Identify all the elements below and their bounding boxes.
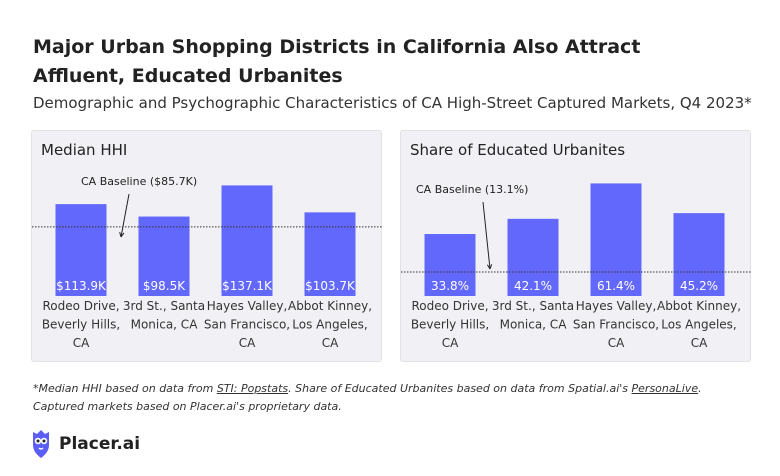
category-label: CA: [691, 336, 708, 350]
chart-title: Major Urban Shopping Districts in Califo…: [33, 36, 641, 87]
category-label: Beverly Hills,: [411, 318, 489, 332]
footnote-text: *Median HHI based on data from: [33, 382, 217, 395]
owl-logo-icon: [33, 430, 49, 458]
brand-name: Placer.ai: [59, 434, 141, 454]
category-label: Los Angeles,: [292, 318, 367, 332]
category-label: 3rd St., Santa: [492, 299, 574, 313]
bar: [424, 234, 476, 296]
category-label: Hayes Valley,: [576, 299, 657, 313]
category-label: Rodeo Drive,: [411, 299, 488, 313]
chart-subtitle: Demographic and Psychographic Characteri…: [33, 94, 752, 112]
bar-value-label: $113.9K: [56, 279, 107, 293]
category-label: 3rd St., Santa: [123, 299, 205, 313]
category-label: San Francisco,: [204, 318, 290, 332]
category-label: CA: [608, 336, 625, 350]
bar: [673, 213, 725, 296]
annotation-arrowhead: [119, 232, 125, 238]
category-label: Abbot Kinney,: [657, 299, 741, 313]
category-label: Monica, CA: [131, 318, 199, 332]
bar-value-label: $98.5K: [143, 279, 186, 293]
footnote: *Median HHI based on data from STI: Pops…: [33, 380, 753, 416]
baseline-annotation: CA Baseline (13.1%): [416, 183, 528, 196]
popstats-link[interactable]: STI: Popstats: [216, 382, 289, 395]
annotation-pointer: [120, 193, 130, 238]
category-label: Hayes Valley,: [207, 299, 288, 313]
bar: [304, 212, 356, 296]
educated-urbanites-chart: 33.8% Rodeo Drive, Beverly Hills, CA 42.1% 3r…: [401, 183, 752, 350]
placer-logo: Placer.ai: [30, 428, 140, 460]
footnote-text: . Share of Educated Urbanites based on d…: [288, 382, 632, 395]
median-hhi-chart: $113.9K Rodeo Drive, Beverly Hills, CA $98.5…: [32, 175, 383, 350]
panel-title: Share of Educated Urbanites: [410, 141, 626, 159]
bar-value-label: $103.7K: [305, 279, 356, 293]
bar: [507, 218, 559, 296]
bar-value-label: 61.4%: [597, 279, 635, 293]
median-hhi-panel: Median HHI $113.9K Rodeo Drive, Beverly Hi…: [31, 130, 383, 362]
category-label: CA: [442, 336, 459, 350]
bar-value-label: 45.2%: [680, 279, 718, 293]
bar: [590, 183, 642, 296]
bar-value-label: $137.1K: [222, 279, 273, 293]
educated-urbanites-panel: Share of Educated Urbanites 33.8% Rodeo D…: [400, 130, 752, 362]
annotation-pointer: [482, 201, 491, 270]
category-label: CA: [322, 336, 339, 350]
category-label: San Francisco,: [573, 318, 659, 332]
bar: [55, 204, 107, 296]
category-label: Abbot Kinney,: [288, 299, 372, 313]
bar-value-label: 42.1%: [514, 279, 552, 293]
category-label: CA: [239, 336, 256, 350]
annotation-arrowhead: [486, 264, 493, 270]
baseline-annotation: CA Baseline ($85.7K): [81, 175, 197, 188]
bar-value-label: 33.8%: [431, 279, 469, 293]
category-label: CA: [73, 336, 90, 350]
bar: [221, 185, 273, 296]
category-label: Los Angeles,: [661, 318, 736, 332]
category-label: Rodeo Drive,: [42, 299, 119, 313]
category-label: Beverly Hills,: [42, 318, 120, 332]
panel-title: Median HHI: [41, 141, 128, 159]
bar: [138, 216, 190, 296]
category-label: Monica, CA: [500, 318, 568, 332]
personalive-link[interactable]: PersonaLive: [631, 382, 699, 395]
footnote-text: . Captured markets based on Placer.ai's …: [33, 382, 702, 413]
